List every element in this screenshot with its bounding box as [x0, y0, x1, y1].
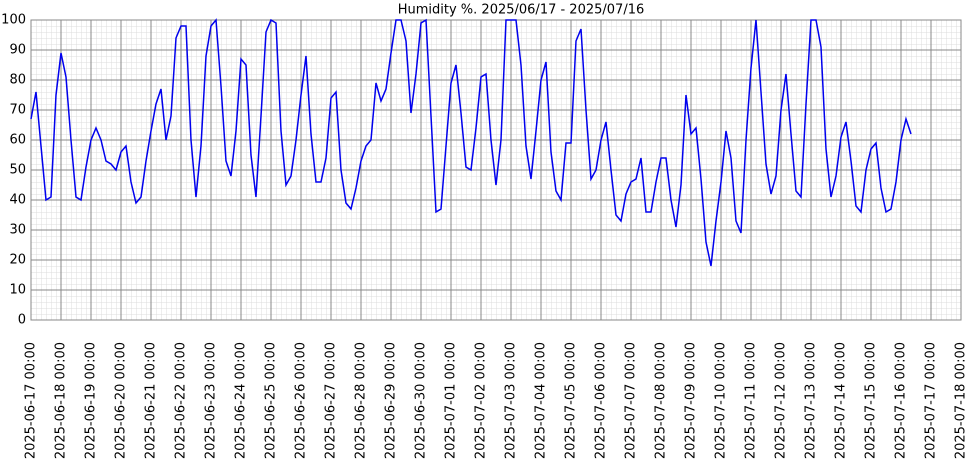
y-tick-label: 80	[9, 73, 26, 88]
plot-frame	[30, 19, 962, 321]
x-tick-label: 2025-07-15 00:00	[864, 342, 879, 459]
x-tick-label: 2025-06-23 00:00	[204, 342, 219, 459]
x-tick-label: 2025-07-17 00:00	[924, 342, 939, 459]
x-tick-label: 2025-06-27 00:00	[324, 342, 339, 459]
y-tick-label: 10	[9, 283, 26, 298]
x-tick-label: 2025-07-02 00:00	[474, 342, 489, 459]
x-tick-label: 2025-07-10 00:00	[714, 342, 729, 459]
y-tick-label: 30	[9, 223, 26, 238]
y-tick-label: 60	[9, 133, 26, 148]
x-tick-label: 2025-07-12 00:00	[774, 342, 789, 459]
x-tick-label: 2025-07-18 00:00	[954, 342, 969, 459]
x-tick-label: 2025-06-19 00:00	[84, 342, 99, 459]
x-tick-label: 2025-07-08 00:00	[654, 342, 669, 459]
y-tick-label: 50	[9, 163, 26, 178]
x-tick-label: 2025-06-17 00:00	[24, 342, 39, 459]
x-tick-label: 2025-07-13 00:00	[804, 342, 819, 459]
x-tick-label: 2025-07-09 00:00	[684, 342, 699, 459]
x-tick-label: 2025-07-04 00:00	[534, 342, 549, 459]
x-tick-label: 2025-07-16 00:00	[894, 342, 909, 459]
x-tick-label: 2025-06-25 00:00	[264, 342, 279, 459]
x-tick-label: 2025-07-11 00:00	[744, 342, 759, 459]
y-tick-label: 40	[9, 193, 26, 208]
x-tick-label: 2025-06-28 00:00	[354, 342, 369, 459]
y-tick-label: 100	[1, 13, 26, 28]
line-series	[30, 18, 912, 267]
x-tick-label: 2025-06-24 00:00	[234, 342, 249, 459]
y-tick-label: 0	[18, 313, 26, 328]
y-tick-label: 90	[9, 43, 26, 58]
x-tick-label: 2025-06-21 00:00	[144, 342, 159, 459]
x-tick-label: 2025-07-03 00:00	[504, 342, 519, 459]
x-tick-label: 2025-06-18 00:00	[54, 342, 69, 459]
x-tick-label: 2025-07-06 00:00	[594, 342, 609, 459]
x-tick-label: 2025-07-05 00:00	[564, 342, 579, 459]
x-tick-label: 2025-06-26 00:00	[294, 342, 309, 459]
x-tick-label: 2025-06-29 00:00	[384, 342, 399, 459]
y-tick-label: 20	[9, 253, 26, 268]
x-tick-label: 2025-06-20 00:00	[114, 342, 129, 459]
x-tick-label: 2025-07-01 00:00	[444, 342, 459, 459]
x-tick-label: 2025-06-30 00:00	[414, 342, 429, 459]
y-tick-label: 70	[9, 103, 26, 118]
x-tick-label: 2025-07-14 00:00	[834, 342, 849, 459]
x-tick-label: 2025-06-22 00:00	[174, 342, 189, 459]
chart-title: Humidity %. 2025/06/17 - 2025/07/16	[398, 3, 645, 18]
x-tick-label: 2025-07-07 00:00	[624, 342, 639, 459]
